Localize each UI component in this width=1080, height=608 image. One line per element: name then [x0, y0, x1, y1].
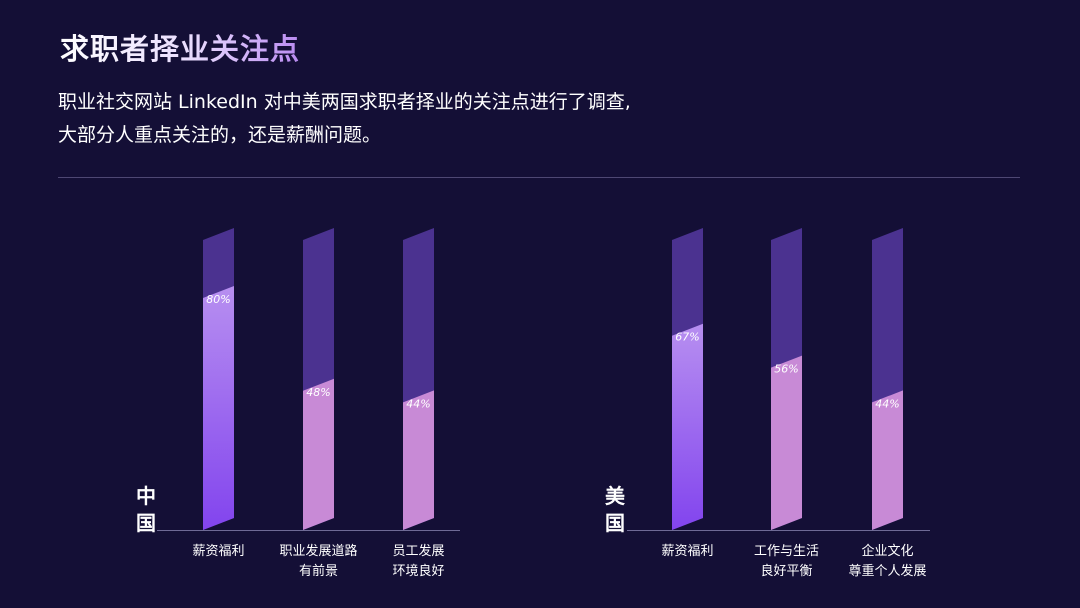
- category-label: 有前景: [299, 563, 338, 579]
- bar: [771, 355, 802, 530]
- value-label: 80%: [206, 293, 230, 306]
- description-line-1: 职业社交网站 LinkedIn 对中美两国求职者择业的关注点进行了调查,: [58, 91, 631, 113]
- category-label: 环境良好: [392, 563, 444, 579]
- bar: [303, 378, 334, 530]
- value-label: 44%: [875, 397, 899, 410]
- category-label: 企业文化: [861, 543, 913, 559]
- value-label: 56%: [774, 363, 798, 376]
- value-label: 44%: [406, 397, 430, 410]
- description: 职业社交网站 LinkedIn 对中美两国求职者择业的关注点进行了调查, 大部分…: [58, 86, 631, 152]
- value-label: 48%: [306, 386, 330, 399]
- category-label: 职业发展道路: [279, 543, 357, 559]
- value-label: 67%: [675, 331, 699, 344]
- group-label: 美: [605, 484, 626, 508]
- page-title: 求职者择业关注点: [60, 26, 300, 68]
- category-label: 工作与生活: [754, 544, 819, 559]
- category-label: 薪资福利: [192, 544, 244, 559]
- group-label: 中: [136, 484, 156, 508]
- bar: [403, 390, 434, 530]
- bar: [872, 390, 903, 530]
- category-label: 良好平衡: [760, 563, 812, 579]
- category-label: 员工发展: [392, 543, 444, 559]
- header-divider: [58, 177, 1020, 178]
- bar: [672, 323, 703, 530]
- group-label: 国: [136, 511, 156, 535]
- description-line-2: 大部分人重点关注的，还是薪酬问题。: [58, 124, 382, 146]
- bar: [203, 286, 234, 530]
- category-label: 尊重个人发展: [848, 563, 926, 579]
- category-label: 薪资福利: [661, 544, 713, 559]
- group-label: 国: [605, 511, 625, 535]
